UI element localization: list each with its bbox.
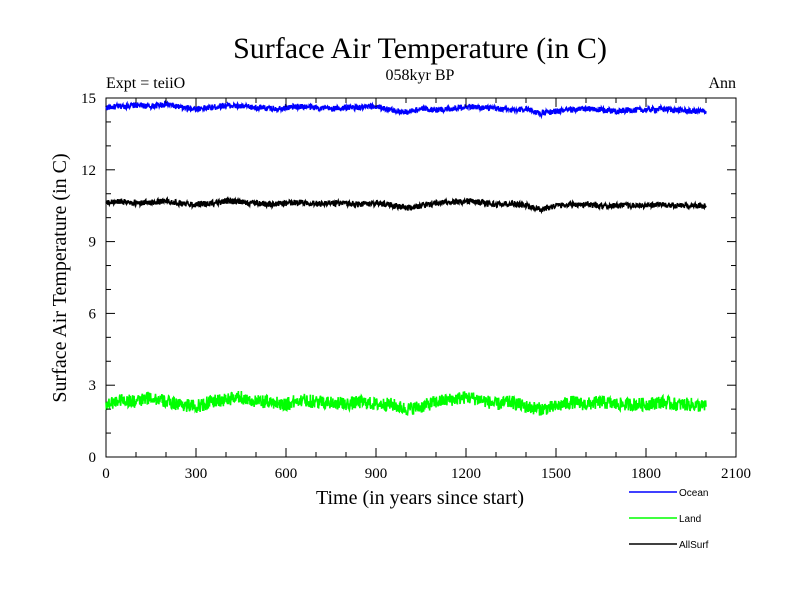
experiment-label: Expt = teiiO <box>106 75 185 92</box>
series-layer <box>105 99 707 416</box>
x-tick-label: 600 <box>275 466 298 482</box>
x-tick-label: 900 <box>365 466 388 482</box>
series-line-land <box>105 390 707 416</box>
axis-ticks <box>105 97 737 458</box>
legend-label-ocean: Ocean <box>679 488 708 499</box>
series-line-ocean <box>105 99 707 120</box>
x-tick-label: 0 <box>102 466 110 482</box>
y-tick-label: 0 <box>89 450 97 466</box>
x-tick-label: 1200 <box>451 466 481 482</box>
plot-frame <box>105 97 737 458</box>
y-tick-labels: 0 3 6 9 12 15 <box>81 91 97 466</box>
y-axis-label: Surface Air Temperature (in C) <box>49 153 71 402</box>
legend-label-land: Land <box>679 514 701 525</box>
series-line-allsurf <box>105 196 707 215</box>
y-tick-label: 12 <box>81 163 96 179</box>
x-tick-label: 1800 <box>631 466 661 482</box>
y-tick-label: 9 <box>89 235 97 251</box>
x-tick-label: 300 <box>185 466 208 482</box>
chart-title: Surface Air Temperature (in C) <box>233 32 607 65</box>
chart-legend: Ocean Land AllSurf <box>629 488 709 551</box>
x-tick-labels: 0 300 600 900 1200 1500 1800 2100 <box>102 466 751 482</box>
x-axis-label: Time (in years since start) <box>316 487 524 509</box>
chart-subtitle: 058kyr BP <box>386 67 455 84</box>
y-tick-label: 3 <box>89 378 97 394</box>
period-label: Ann <box>708 75 736 92</box>
y-tick-label: 6 <box>89 306 97 322</box>
x-tick-label: 2100 <box>721 466 751 482</box>
x-tick-label: 1500 <box>541 466 571 482</box>
y-tick-label: 15 <box>81 91 96 107</box>
legend-label-allsurf: AllSurf <box>679 540 709 551</box>
